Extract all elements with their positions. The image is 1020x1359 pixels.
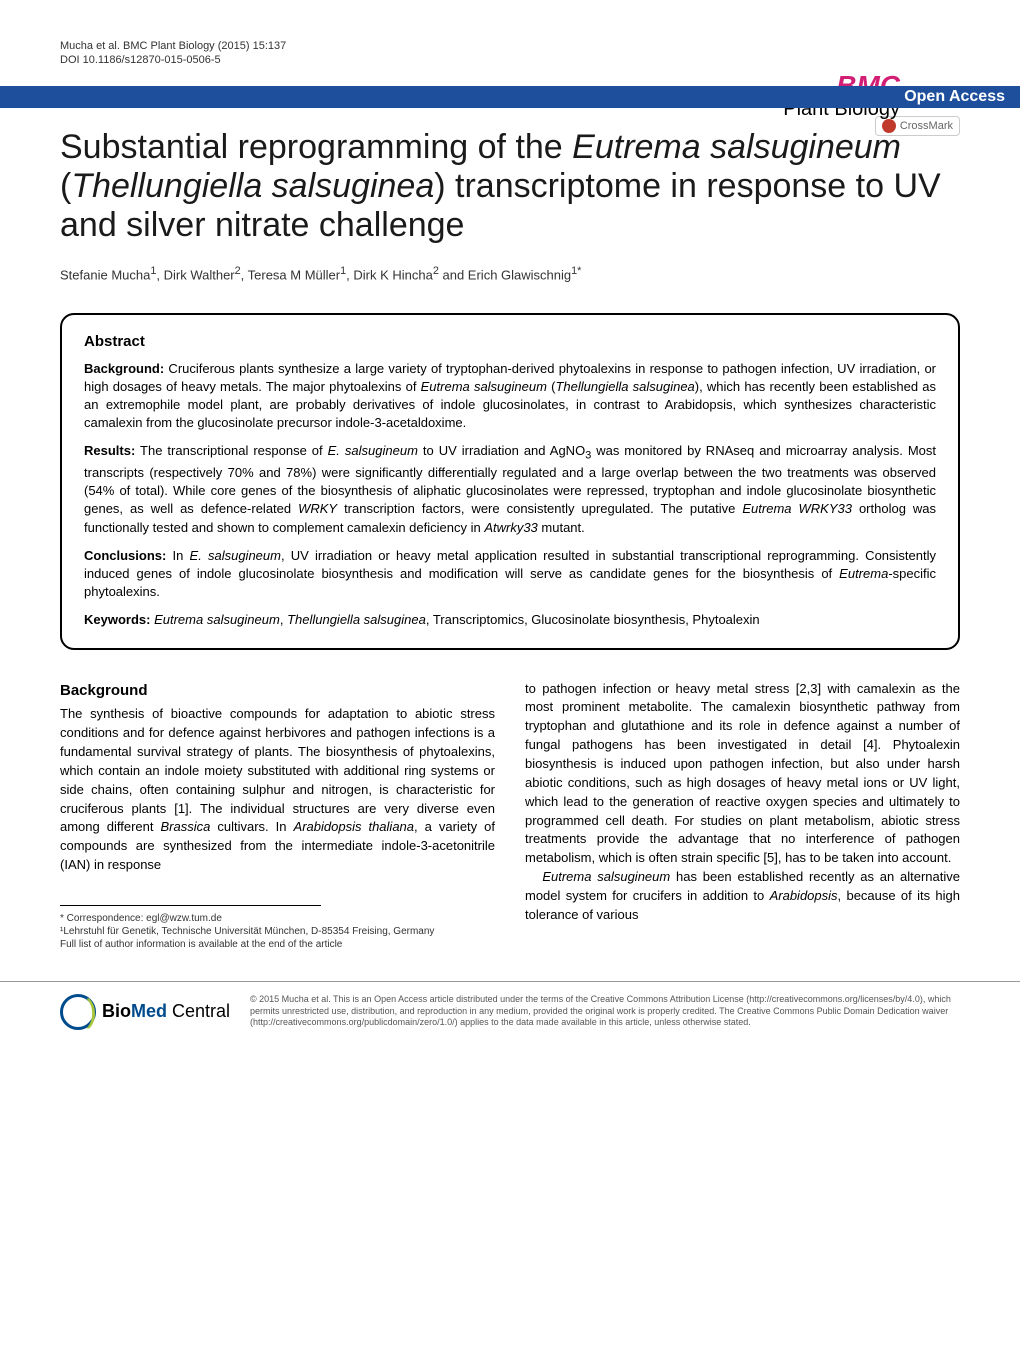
license-text: © 2015 Mucha et al. This is an Open Acce… [250,994,960,1029]
fulllist-line: Full list of author information is avail… [60,938,495,951]
background-heading: Background [60,680,495,702]
body-paragraph-2: to pathogen infection or heavy metal str… [525,680,960,925]
biomed-bio: Bio [102,1001,131,1021]
column-left: Background The synthesis of bioactive co… [60,680,495,951]
biomed-central: Central [167,1001,230,1021]
open-access-label: Open Access [904,88,1005,106]
abstract-heading: Abstract [84,333,936,350]
biomed-med: Med [131,1001,167,1021]
crossmark-text: CrossMark [900,120,953,132]
abstract-conclusions: Conclusions: In E. salsugineum, UV irrad… [84,547,936,602]
citation-line: Mucha et al. BMC Plant Biology (2015) 15… [60,40,960,52]
biomed-central-logo: BioMed Central [60,994,230,1030]
page-header: Mucha et al. BMC Plant Biology (2015) 15… [60,40,960,66]
doi-line: DOI 10.1186/s12870-015-0506-5 [60,54,960,66]
affiliation-line: ¹Lehrstuhl für Genetik, Technische Unive… [60,925,495,938]
abstract-background: Background: Cruciferous plants synthesiz… [84,360,936,433]
footnotes: * Correspondence: egl@wzw.tum.de ¹Lehrst… [60,912,495,951]
section-bar: Open Access [0,86,1020,108]
body-paragraph-1: The synthesis of bioactive compounds for… [60,705,495,875]
footnote-divider [60,905,321,906]
author-list: Stefanie Mucha1, Dirk Walther2, Teresa M… [60,265,960,282]
correspondence-line: * Correspondence: egl@wzw.tum.de [60,912,495,925]
article-title: Substantial reprogramming of the Eutrema… [60,128,960,245]
footer: BioMed Central © 2015 Mucha et al. This … [0,981,1020,1042]
body-columns: Background The synthesis of bioactive co… [60,680,960,951]
abstract-box: Abstract Background: Cruciferous plants … [60,313,960,650]
abstract-results: Results: The transcriptional response of… [84,442,936,537]
biomed-circle-icon [60,994,96,1030]
abstract-keywords: Keywords: Eutrema salsugineum, Thellungi… [84,611,936,629]
column-right: to pathogen infection or heavy metal str… [525,680,960,951]
